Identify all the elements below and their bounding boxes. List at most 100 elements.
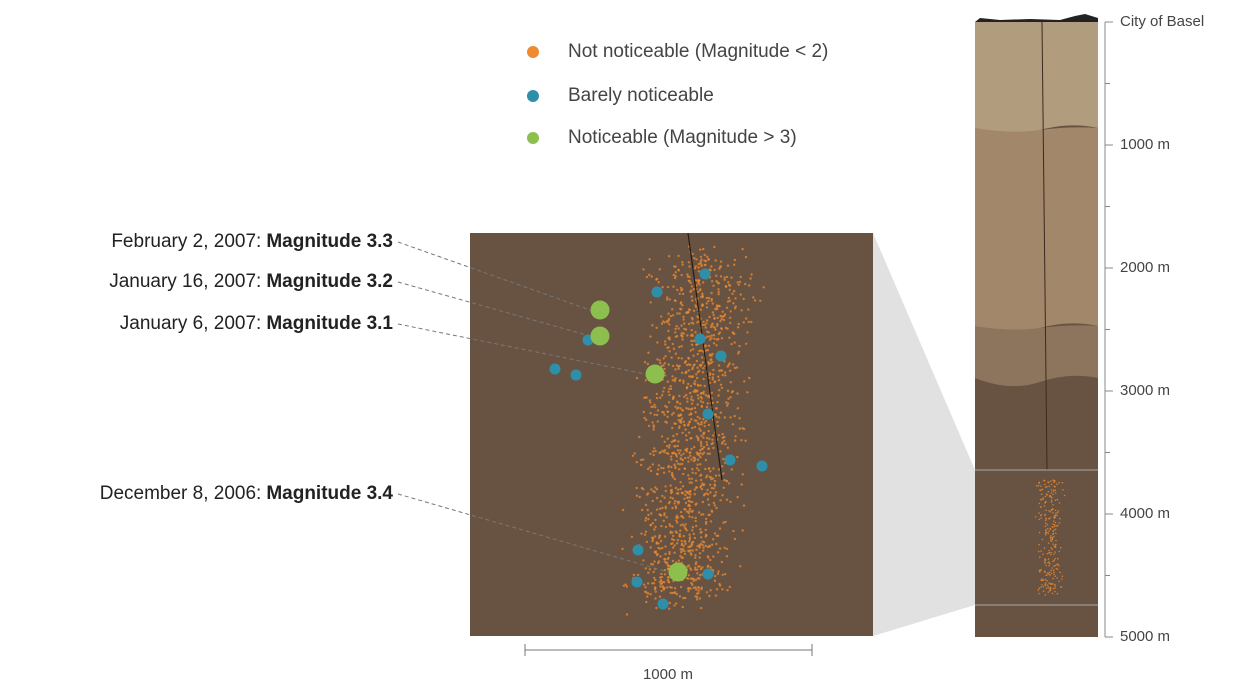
micro-event bbox=[728, 362, 731, 365]
micro-event bbox=[716, 316, 719, 320]
micro-event bbox=[681, 523, 684, 526]
micro-event bbox=[701, 371, 705, 374]
micro-event bbox=[694, 472, 697, 475]
micro-event bbox=[662, 411, 665, 414]
mini-event bbox=[1042, 553, 1044, 556]
micro-event bbox=[709, 483, 712, 486]
mini-event bbox=[1047, 481, 1050, 484]
mini-event bbox=[1052, 490, 1055, 493]
micro-event bbox=[693, 382, 696, 385]
micro-event bbox=[708, 594, 711, 598]
micro-event bbox=[649, 523, 652, 527]
mini-event bbox=[1049, 562, 1051, 565]
micro-event bbox=[701, 361, 704, 364]
micro-event bbox=[732, 289, 736, 293]
micro-event bbox=[675, 453, 678, 456]
micro-event bbox=[725, 480, 729, 483]
micro-event bbox=[694, 578, 698, 582]
mini-event bbox=[1044, 525, 1047, 527]
legend-label: Noticeable (Magnitude > 3) bbox=[568, 127, 797, 148]
mini-event bbox=[1034, 516, 1037, 518]
micro-event bbox=[700, 586, 703, 589]
micro-event bbox=[741, 473, 744, 476]
micro-event bbox=[695, 467, 699, 470]
mini-event bbox=[1041, 584, 1043, 586]
micro-event bbox=[669, 496, 672, 499]
mini-event bbox=[1044, 483, 1046, 486]
micro-event bbox=[651, 463, 654, 466]
micro-event bbox=[698, 369, 701, 373]
micro-event bbox=[661, 449, 664, 452]
mini-event bbox=[1053, 481, 1055, 484]
micro-event bbox=[717, 468, 721, 471]
micro-event bbox=[662, 471, 666, 474]
micro-event bbox=[707, 503, 711, 506]
micro-event bbox=[723, 435, 726, 439]
micro-event bbox=[730, 342, 733, 346]
micro-event bbox=[703, 323, 706, 327]
micro-event bbox=[723, 360, 726, 363]
micro-event bbox=[679, 413, 682, 416]
micro-event bbox=[673, 544, 676, 547]
barely-event bbox=[570, 369, 582, 381]
micro-event bbox=[682, 452, 685, 455]
micro-event bbox=[653, 528, 656, 531]
micro-event bbox=[695, 486, 698, 489]
micro-event bbox=[658, 513, 661, 516]
micro-event bbox=[651, 522, 654, 525]
annotation: January 6, 2007: Magnitude 3.1 bbox=[120, 313, 394, 334]
micro-event bbox=[717, 290, 720, 294]
micro-event bbox=[694, 562, 697, 566]
barely-event bbox=[702, 568, 714, 580]
micro-event bbox=[663, 440, 666, 443]
micro-event bbox=[700, 536, 703, 539]
mini-event bbox=[1045, 587, 1048, 590]
micro-event bbox=[694, 556, 697, 559]
micro-event bbox=[703, 493, 706, 496]
micro-event bbox=[680, 273, 683, 277]
micro-event bbox=[750, 320, 753, 324]
micro-event bbox=[672, 285, 675, 288]
micro-event bbox=[726, 404, 729, 407]
micro-event bbox=[674, 327, 677, 331]
micro-event bbox=[646, 492, 650, 495]
micro-event bbox=[670, 413, 674, 416]
micro-event bbox=[673, 587, 677, 590]
micro-event bbox=[708, 452, 711, 455]
micro-event bbox=[669, 489, 673, 492]
micro-event bbox=[668, 552, 671, 556]
mini-event bbox=[1047, 561, 1049, 564]
micro-event bbox=[670, 465, 673, 469]
micro-event bbox=[686, 496, 689, 499]
micro-event bbox=[725, 555, 729, 558]
micro-event bbox=[661, 394, 664, 397]
mini-event bbox=[1042, 579, 1045, 581]
micro-event bbox=[707, 296, 711, 300]
micro-event bbox=[740, 309, 743, 312]
scatter bbox=[621, 245, 765, 616]
micro-event bbox=[684, 527, 687, 530]
micro-event bbox=[669, 484, 672, 487]
micro-event bbox=[679, 419, 682, 422]
micro-event bbox=[655, 278, 658, 281]
mini-event bbox=[1044, 502, 1046, 504]
annotation-magnitude: Magnitude 3.4 bbox=[266, 483, 393, 504]
micro-event bbox=[697, 511, 701, 514]
mini-event bbox=[1055, 567, 1058, 570]
micro-event bbox=[678, 532, 681, 536]
micro-event bbox=[707, 361, 710, 364]
micro-event bbox=[666, 437, 669, 440]
micro-event bbox=[714, 491, 718, 494]
micro-event bbox=[704, 458, 708, 462]
micro-event bbox=[718, 582, 721, 586]
micro-event bbox=[716, 424, 720, 428]
micro-event bbox=[694, 519, 697, 523]
micro-event bbox=[742, 297, 745, 301]
micro-event bbox=[660, 466, 663, 470]
micro-event bbox=[668, 338, 671, 341]
micro-event bbox=[679, 510, 683, 514]
micro-event bbox=[697, 592, 700, 595]
micro-event bbox=[679, 524, 682, 527]
micro-event bbox=[666, 298, 669, 301]
micro-event bbox=[710, 291, 713, 295]
